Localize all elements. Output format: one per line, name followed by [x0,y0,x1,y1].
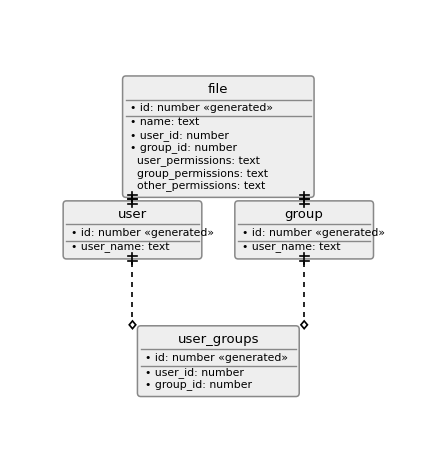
Text: • group_id: number: • group_id: number [145,379,252,390]
FancyBboxPatch shape [138,326,299,397]
Text: • name: text: • name: text [130,117,199,128]
Text: • id: number «generated»: • id: number «generated» [242,228,386,238]
Text: other_permissions: text: other_permissions: text [130,181,265,191]
Text: • group_id: number: • group_id: number [130,142,237,153]
Text: • user_id: number: • user_id: number [130,130,229,140]
Text: • id: number «generated»: • id: number «generated» [130,103,273,113]
Text: • id: number «generated»: • id: number «generated» [71,228,214,238]
Text: group_permissions: text: group_permissions: text [130,168,268,179]
Text: • id: number «generated»: • id: number «generated» [145,353,288,363]
FancyBboxPatch shape [63,201,202,259]
FancyBboxPatch shape [235,201,374,259]
Text: group: group [285,208,324,221]
Text: file: file [208,83,229,96]
Text: • user_id: number: • user_id: number [145,367,244,377]
Text: user_permissions: text: user_permissions: text [130,155,260,166]
Text: • user_name: text: • user_name: text [71,242,169,253]
Text: user_groups: user_groups [178,333,259,346]
Text: • user_name: text: • user_name: text [242,242,341,253]
Text: user: user [118,208,147,221]
FancyBboxPatch shape [123,76,314,197]
